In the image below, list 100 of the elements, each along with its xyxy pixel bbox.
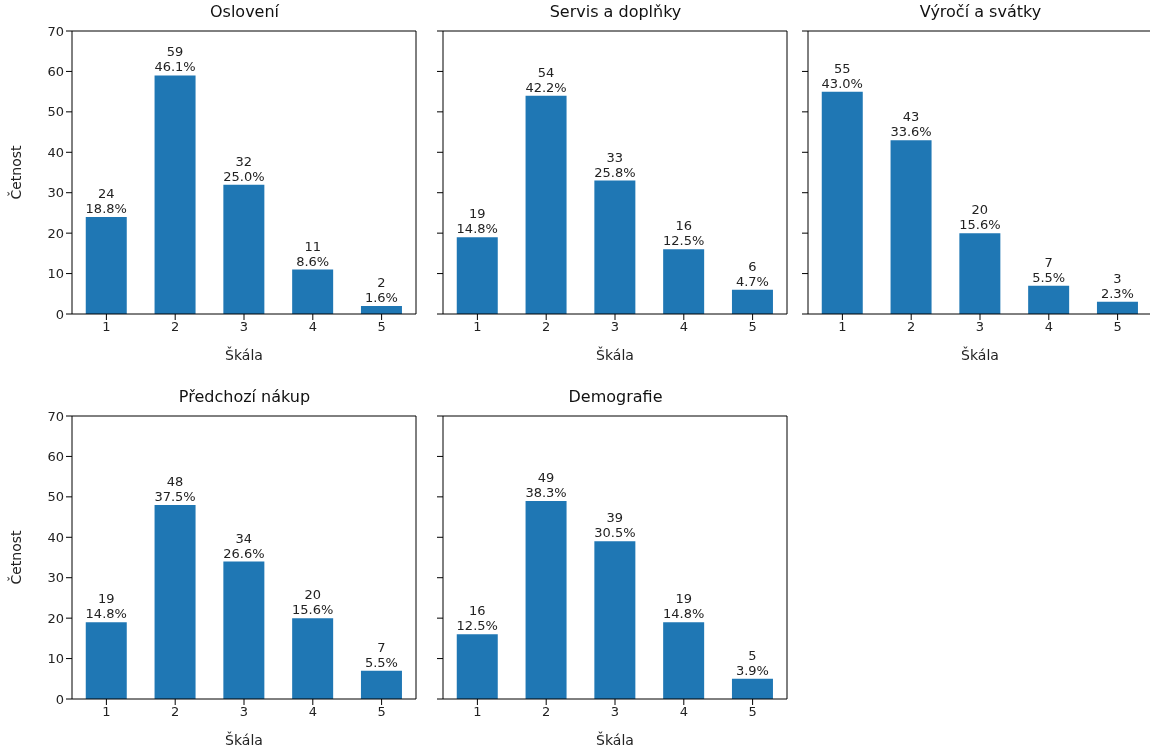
data-label: 6 4.7%	[735, 258, 769, 289]
data-label: 55 43.0%	[821, 60, 863, 91]
x-tick-label: 5	[748, 704, 757, 720]
x-tick-label: 4	[679, 704, 688, 720]
y-tick-label: 60	[47, 64, 64, 80]
chart-title: Výročí a svátky	[918, 1, 1043, 23]
bar	[594, 541, 636, 699]
bar	[85, 216, 127, 314]
x-tick-label: 5	[377, 319, 386, 335]
data-label: 48 37.5%	[154, 473, 196, 504]
data-label: 43 33.6%	[890, 109, 932, 140]
data-label: 19 14.8%	[663, 591, 705, 622]
data-label: 11 8.6%	[296, 238, 330, 269]
x-tick-label: 1	[473, 319, 482, 335]
y-tick-label: 50	[47, 104, 64, 120]
y-tick-label: 10	[47, 266, 64, 282]
x-tick-label: 3	[239, 704, 249, 720]
x-tick-label: 1	[102, 319, 111, 335]
data-label: 20 15.6%	[292, 587, 334, 618]
y-tick-label: 70	[47, 23, 64, 39]
x-tick-label: 1	[838, 319, 847, 335]
bar	[594, 180, 636, 314]
x-tick-label: 2	[907, 319, 916, 335]
x-tick-label: 3	[975, 319, 985, 335]
bar	[292, 269, 334, 314]
x-tick-label: 4	[308, 319, 317, 335]
data-label: 24 18.8%	[85, 185, 127, 216]
bar	[223, 561, 265, 699]
data-label: 2 1.6%	[364, 274, 398, 305]
data-label: 20 15.6%	[959, 202, 1001, 233]
data-label: 54 42.2%	[525, 64, 567, 95]
data-label: 19 14.8%	[456, 206, 498, 237]
bar	[456, 634, 498, 699]
bar	[85, 622, 127, 699]
data-label: 5 3.9%	[735, 647, 769, 678]
bar	[1028, 285, 1070, 314]
chart-title: Demografie	[567, 386, 664, 408]
data-label: 7 5.5%	[1032, 254, 1066, 285]
y-tick-label: 10	[47, 651, 64, 667]
y-tick-label: 50	[47, 489, 64, 505]
y-tick-label: 40	[47, 144, 64, 160]
x-tick-label: 5	[748, 319, 757, 335]
y-tick-label: 30	[47, 185, 64, 201]
bar	[663, 249, 705, 314]
data-label: 16 12.5%	[456, 603, 498, 634]
x-tick-label: 2	[542, 319, 551, 335]
x-axis-title: Škála	[225, 346, 263, 363]
bar	[821, 91, 863, 314]
x-tick-label: 3	[610, 319, 620, 335]
bar	[890, 140, 932, 314]
bar	[731, 289, 773, 314]
data-label: 33 25.8%	[594, 149, 636, 180]
data-label: 16 12.5%	[663, 218, 705, 249]
bar	[360, 670, 402, 699]
data-label: 49 38.3%	[525, 469, 567, 500]
y-tick-label: 0	[55, 306, 64, 322]
x-tick-label: 2	[542, 704, 551, 720]
x-tick-label: 2	[171, 319, 180, 335]
data-label: 7 5.5%	[364, 639, 398, 670]
bar	[663, 622, 705, 699]
y-tick-label: 20	[47, 610, 64, 626]
x-axis-title: Škála	[596, 346, 634, 363]
bar	[959, 233, 1001, 314]
x-axis-title: Škála	[225, 731, 263, 748]
bar	[223, 184, 265, 314]
x-tick-label: 3	[610, 704, 620, 720]
y-tick-label: 60	[47, 449, 64, 465]
data-label: 34 26.6%	[223, 530, 265, 561]
bar	[525, 95, 567, 314]
x-tick-label: 5	[1113, 319, 1122, 335]
bar	[731, 678, 773, 699]
x-tick-label: 1	[102, 704, 111, 720]
x-tick-label: 4	[679, 319, 688, 335]
y-axis-title: Četnost	[6, 144, 24, 200]
x-tick-label: 2	[171, 704, 180, 720]
data-label: 59 46.1%	[154, 44, 196, 75]
y-tick-label: 0	[55, 691, 64, 707]
chart-title: Předchozí nákup	[177, 386, 312, 408]
x-axis-title: Škála	[961, 346, 999, 363]
data-label: 32 25.0%	[223, 153, 265, 184]
x-tick-label: 4	[308, 704, 317, 720]
bar	[154, 75, 196, 314]
y-tick-label: 30	[47, 570, 64, 586]
bar	[456, 237, 498, 314]
y-tick-label: 40	[47, 529, 64, 545]
data-label: 39 30.5%	[594, 510, 636, 541]
data-label: 19 14.8%	[85, 591, 127, 622]
y-tick-label: 20	[47, 225, 64, 241]
bar	[154, 504, 196, 699]
bar	[1096, 301, 1138, 314]
x-tick-label: 4	[1044, 319, 1053, 335]
y-tick-label: 70	[47, 408, 64, 424]
x-tick-label: 1	[473, 704, 482, 720]
bar	[292, 618, 334, 699]
y-axis-title: Četnost	[6, 529, 24, 585]
chart-title: Oslovení	[208, 1, 281, 23]
x-axis-title: Škála	[596, 731, 634, 748]
bar	[525, 500, 567, 699]
x-tick-label: 3	[239, 319, 249, 335]
data-label: 3 2.3%	[1100, 270, 1134, 301]
